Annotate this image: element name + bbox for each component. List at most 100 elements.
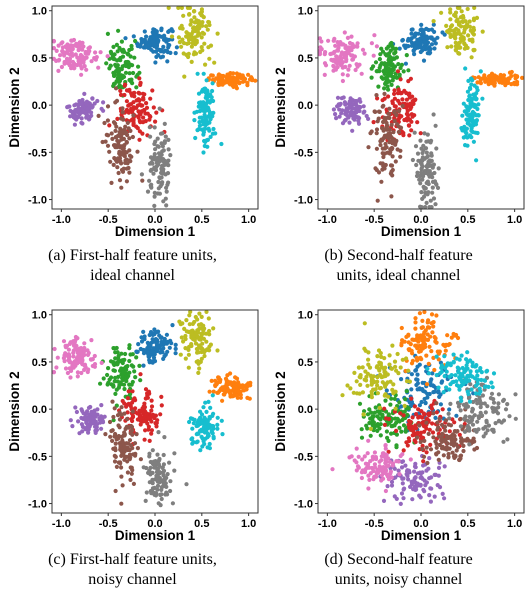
scatter-point [155,452,160,457]
scatter-point [197,311,202,316]
scatter-point [342,100,347,105]
scatter-point [399,491,405,496]
scatter-point [453,10,459,15]
scatter-point [107,123,112,128]
scatter-point [168,479,173,484]
scatter-point [146,424,151,429]
scatter-point [403,61,408,66]
scatter-point [428,198,433,203]
scatter-point [340,108,345,113]
scatter-point [410,497,415,502]
x-axis-label: Dimension 1 [115,528,196,543]
scatter-point [151,171,156,176]
scatter-point [375,383,380,388]
scatter-point [406,340,411,345]
scatter-point [401,423,407,428]
y-tick-label: -1.0 [294,499,313,511]
scatter-point [472,102,477,108]
scatter-point [452,420,457,425]
scatter-point [423,205,428,210]
caption-b-line2: units, ideal channel [336,267,461,284]
scatter-point [82,352,87,357]
scatter-point [65,105,70,110]
scatter-point [387,140,392,145]
scatter-point [81,411,86,416]
scatter-point [475,401,480,406]
scatter-point [458,395,463,400]
y-tick-label: 0.0 [32,404,47,416]
scatter-point [352,458,357,463]
scatter-point [143,428,148,433]
scatter-point [162,35,167,40]
scatter-point [116,385,121,390]
x-tick-label: 0.0 [413,518,428,530]
scatter-point [146,415,152,420]
scatter-point [55,355,60,360]
scatter-point [415,430,420,435]
scatter-point [105,118,110,123]
scatter-point [461,101,466,106]
scatter-point [129,106,134,111]
scatter-point [142,437,147,442]
scatter-point [421,454,427,459]
scatter-point [372,474,377,479]
scatter-point [159,485,164,490]
scatter-point [389,483,395,488]
scatter-point [138,346,143,352]
scatter-point [348,110,353,115]
scatter-point [397,472,402,477]
scatter-point [201,405,206,410]
scatter-point [204,78,209,83]
scatter-point [491,427,496,432]
scatter-point [417,423,422,428]
y-tick-label: 1.0 [32,310,47,322]
scatter-point [135,446,140,451]
scatter-point [371,64,376,69]
scatter-point [454,383,460,388]
scatter-point [363,348,368,353]
scatter-point [114,98,120,103]
scatter-point [210,431,215,436]
scatter-point [429,377,434,382]
scatter-point [362,454,367,459]
scatter-point [211,126,216,132]
scatter-point [131,121,136,126]
scatter-point [335,61,340,66]
scatter-point [373,109,378,114]
scatter-point [369,129,374,134]
scatter-point [459,378,464,383]
scatter-point [221,392,226,397]
scatter-point [147,358,152,363]
scatter-point [147,454,152,459]
scatter-point [398,77,403,82]
scatter-point [503,83,508,88]
x-tick-label: 1.0 [507,518,522,530]
scatter-point [92,410,97,416]
scatter-point [204,339,209,344]
scatter-point [393,416,398,421]
scatter-point [472,413,477,418]
scatter-point [391,75,396,80]
scatter-point [150,359,155,364]
scatter-point [138,422,143,427]
scatter-point [464,131,469,136]
scatter-point [465,436,470,441]
scatter-points [317,5,525,210]
scatter-point [157,191,162,196]
scatter-point [150,337,155,342]
scatter-point [432,46,437,51]
scatter-point [119,474,124,479]
scatter-point [374,470,379,475]
scatter-point [105,372,110,378]
scatter-point [93,430,98,435]
scatter-point [76,349,81,354]
scatter-point [198,359,203,364]
scatter-point [448,24,454,29]
scatter-point [195,71,200,76]
scatter-point [207,120,212,125]
scatter-point [359,71,364,76]
scatter-point [172,451,177,456]
scatter-point [370,457,375,462]
scatter-point [89,110,94,115]
scatter-point [164,475,169,480]
